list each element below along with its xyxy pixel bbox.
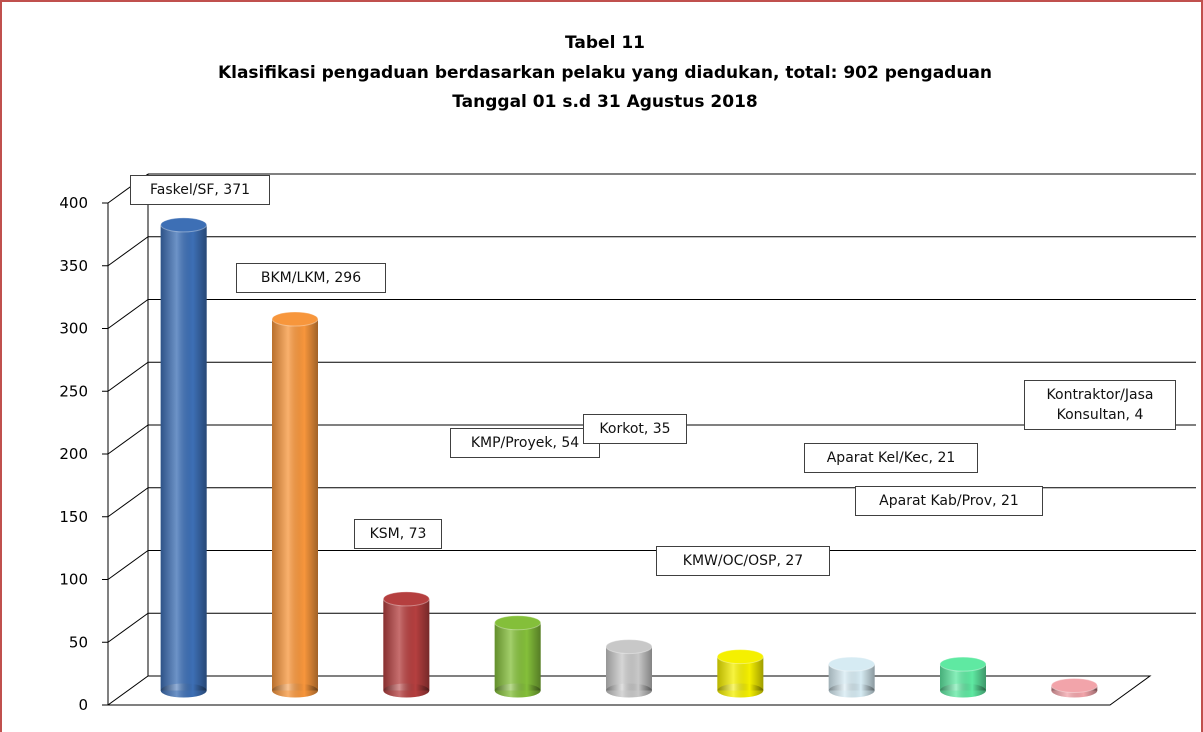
bar-shade [160,224,207,691]
grid-diagonal [107,550,149,580]
y-tick-label: 50 [69,633,88,651]
bar-shade [494,622,541,691]
y-tick-label: 100 [59,571,88,589]
bar-top [271,311,319,327]
chart-title: Tabel 11 [565,33,645,53]
data-label: Korkot, 35 [583,414,687,444]
bar-top [160,217,208,233]
y-tick-label: 200 [59,445,88,463]
grid-diagonal [107,612,149,643]
chart-subtitle: Klasifikasi pengaduan berdasarkan pelaku… [218,63,992,83]
grid-diagonal [107,487,149,518]
data-label: KMP/Proyek, 54 [450,428,600,458]
data-label: Aparat Kel/Kec, 21 [804,443,978,473]
bar-top [716,649,764,665]
y-tick-label: 150 [59,508,88,526]
bar-top [939,656,987,672]
data-label: BKM/LKM, 296 [236,263,386,293]
grid-diagonal [107,299,149,329]
data-label: Aparat Kab/Prov, 21 [855,486,1043,516]
y-tick-label: 0 [78,696,88,714]
data-label: Kontraktor/Jasa Konsultan, 4 [1024,380,1176,430]
y-tick-label: 350 [59,257,88,275]
data-label: Faskel/SF, 371 [130,175,270,205]
bar-top [1050,677,1098,693]
y-tick-label: 300 [59,320,88,338]
chart-subtitle: Tanggal 01 s.d 31 Agustus 2018 [452,92,757,112]
grid-diagonal [107,236,149,267]
grid-diagonal [107,424,149,455]
bar-top [494,615,542,631]
y-tick-label: 400 [59,194,88,212]
grid-diagonal [107,361,149,392]
bar-shade [272,319,318,691]
bar-top [605,639,653,655]
bar-top [828,656,876,672]
floor [106,675,1152,706]
bar-top [382,591,430,607]
bar-shade [383,598,430,691]
data-label: KMW/OC/OSP, 27 [656,546,830,576]
data-label: KSM, 73 [354,519,442,549]
bar-shade [606,646,652,691]
y-tick-label: 250 [59,382,88,400]
